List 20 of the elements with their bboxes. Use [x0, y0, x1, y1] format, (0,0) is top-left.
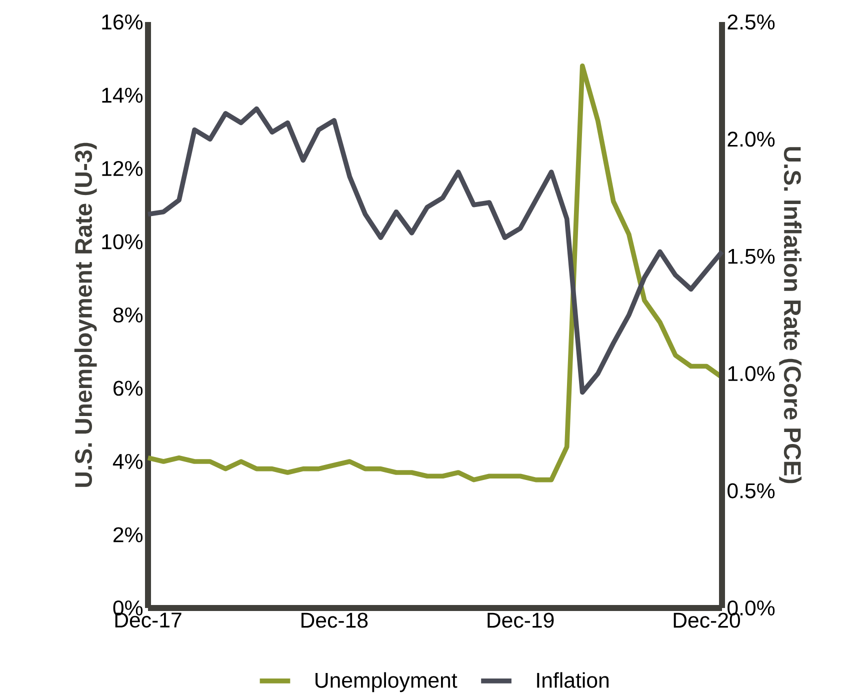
y2-tick-label: 0.5% [728, 483, 775, 498]
y2-tick-label: 2.0% [728, 132, 775, 147]
legend-label: Inflation [537, 672, 609, 688]
y2-tick-label: 2.5% [728, 14, 775, 30]
y2-tick-label: 1.0% [728, 366, 775, 382]
y-tick-label: 2% [114, 527, 143, 542]
y-tick-label: 4% [112, 454, 143, 469]
y-tick-label: 12% [102, 160, 143, 176]
legend-label: Unemployment [316, 672, 458, 692]
line-series [146, 106, 724, 395]
y-tick-label: 14% [102, 88, 143, 103]
y-tick-label: 10% [102, 234, 143, 250]
y-axis-title: U.S. Unemployment Rate (U-3) [74, 142, 97, 487]
x-tick-label: Dec-19 [488, 612, 554, 628]
x-tick-label: Dec-18 [302, 612, 368, 628]
y-tick-label: 16% [102, 14, 143, 30]
y2-axis-title: U.S. Inflation Rate (Core PCE) [779, 147, 802, 484]
y-tick-label: 8% [113, 307, 143, 323]
y-tick-label: 6% [114, 380, 143, 396]
y2-tick-label: 1.5% [728, 248, 775, 264]
